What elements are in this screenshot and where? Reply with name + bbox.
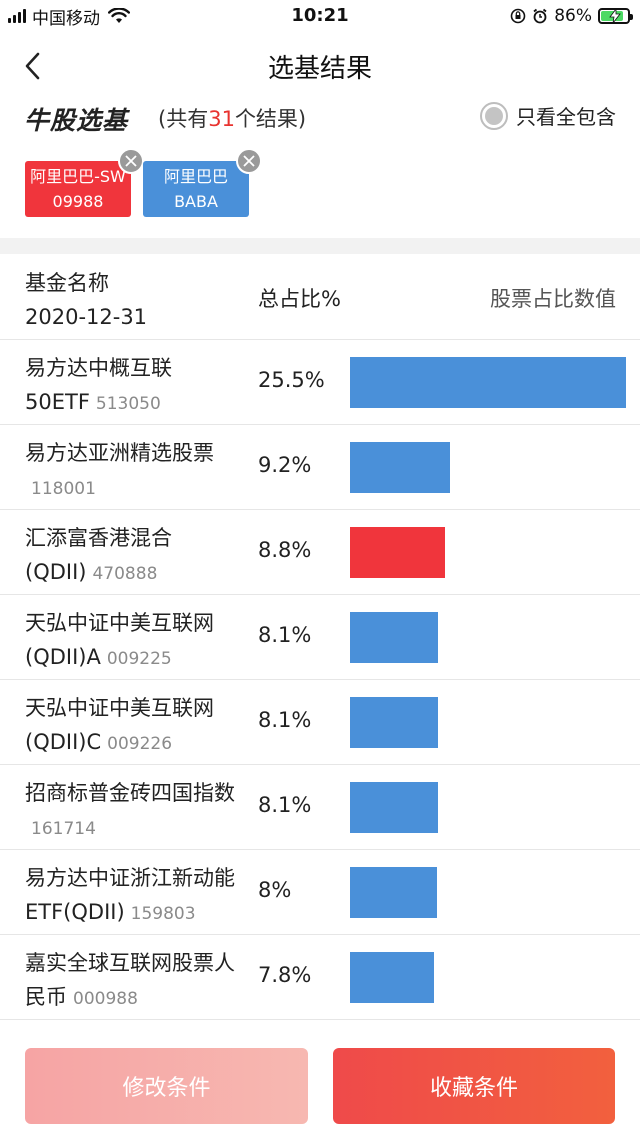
ratio-bar bbox=[350, 952, 434, 1003]
result-number: 31 bbox=[208, 107, 235, 131]
fund-name-text: 天弘中证中美互联网(QDII)C bbox=[25, 696, 214, 754]
fund-code: 009226 bbox=[107, 734, 173, 754]
fund-code: 009225 bbox=[106, 649, 172, 669]
chevron-left-icon[interactable] bbox=[18, 48, 48, 84]
save-conditions-button[interactable]: 收藏条件 bbox=[333, 1048, 615, 1124]
column-fund-name: 基金名称 2020-12-31 bbox=[25, 266, 147, 334]
table-row[interactable]: 易方达中证浙江新动能ETF(QDII) 159803 8% bbox=[0, 850, 640, 935]
table-row[interactable]: 天弘中证中美互联网(QDII)C 009226 8.1% bbox=[0, 680, 640, 765]
section-divider bbox=[0, 238, 640, 254]
edit-conditions-button[interactable]: 修改条件 bbox=[25, 1048, 308, 1124]
table-row[interactable]: 招商标普金砖四国指数 161714 8.1% bbox=[0, 765, 640, 850]
stock-chip-alibaba-hk[interactable]: 阿里巴巴-SW 09988 bbox=[25, 148, 144, 217]
close-icon[interactable] bbox=[236, 148, 262, 174]
fund-name-text: 天弘中证中美互联网(QDII)A bbox=[25, 611, 214, 669]
fund-name: 汇添富香港混合(QDII) 470888 bbox=[25, 521, 245, 591]
column-total-ratio[interactable]: 总占比% bbox=[258, 287, 341, 311]
ratio-bar bbox=[350, 442, 450, 493]
fund-code: 159803 bbox=[130, 904, 196, 924]
stock-chip-alibaba-us[interactable]: 阿里巴巴 BABA bbox=[143, 148, 262, 217]
logo-text: 牛股选基 bbox=[24, 106, 129, 135]
only-all-label: 只看全包含 bbox=[516, 105, 616, 129]
fund-ratio: 8.1% bbox=[258, 623, 312, 647]
alarm-icon bbox=[533, 8, 547, 24]
rotation-lock-icon bbox=[510, 8, 526, 24]
fund-name: 天弘中证中美互联网(QDII)A 009225 bbox=[25, 606, 245, 676]
fund-code: 161714 bbox=[31, 819, 96, 839]
fund-name: 易方达亚洲精选股票 118001 bbox=[25, 436, 245, 506]
fund-name: 嘉实全球互联网股票人民币 000988 bbox=[25, 946, 245, 1016]
battery-icon bbox=[598, 8, 633, 24]
status-bar: 中国移动 10:21 86% bbox=[0, 0, 640, 34]
column-stock-value[interactable]: 股票占比数值 bbox=[490, 287, 616, 311]
fund-ratio: 8.8% bbox=[258, 538, 312, 562]
carrier-name: 中国移动 bbox=[32, 8, 100, 29]
ratio-bar bbox=[350, 612, 438, 663]
fund-code: 513050 bbox=[95, 394, 161, 414]
fund-name-text: 汇添富香港混合(QDII) bbox=[25, 526, 172, 584]
ratio-bar bbox=[350, 867, 437, 918]
fund-ratio: 8.1% bbox=[258, 793, 312, 817]
radio-icon[interactable] bbox=[480, 101, 508, 130]
clock: 10:21 bbox=[291, 5, 349, 26]
battery-percent: 86% bbox=[554, 6, 592, 26]
fund-name: 易方达中概互联50ETF 513050 bbox=[25, 351, 245, 421]
column-name-label: 基金名称 bbox=[25, 271, 109, 295]
status-left: 中国移动 bbox=[8, 6, 130, 29]
chip-code: BABA bbox=[174, 192, 218, 211]
result-suffix: 个结果) bbox=[234, 107, 307, 131]
table-row[interactable]: 易方达亚洲精选股票 118001 9.2% bbox=[0, 425, 640, 510]
table-header: 基金名称 2020-12-31 总占比% 股票占比数值 bbox=[0, 254, 640, 340]
ratio-bar bbox=[350, 357, 626, 408]
close-icon[interactable] bbox=[118, 148, 144, 174]
fund-name-text: 易方达中概互联50ETF bbox=[25, 356, 172, 414]
column-date-label: 2020-12-31 bbox=[25, 305, 148, 329]
chip-code: 09988 bbox=[52, 192, 104, 211]
result-count: (共有31个结果) bbox=[158, 103, 306, 133]
status-right: 86% bbox=[510, 5, 633, 27]
fund-ratio: 7.8% bbox=[258, 963, 312, 987]
fund-name: 易方达中证浙江新动能ETF(QDII) 159803 bbox=[25, 861, 245, 931]
ratio-bar bbox=[350, 782, 438, 833]
fund-ratio: 8.1% bbox=[258, 708, 312, 732]
fund-ratio: 9.2% bbox=[258, 453, 312, 477]
ratio-bar bbox=[350, 527, 445, 578]
filter-header: 牛股选基 (共有31个结果) 只看全包含 bbox=[0, 98, 640, 138]
fund-ratio: 8% bbox=[258, 878, 292, 902]
fund-name-text: 嘉实全球互联网股票人民币 bbox=[25, 951, 235, 1009]
wifi-icon bbox=[108, 8, 130, 23]
chip-name: 阿里巴巴 bbox=[163, 167, 228, 186]
fund-name: 招商标普金砖四国指数 161714 bbox=[25, 776, 245, 846]
fund-name-text: 易方达中证浙江新动能ETF(QDII) bbox=[25, 866, 235, 924]
fund-code: 000988 bbox=[73, 989, 138, 1009]
nav-bar: 选基结果 bbox=[0, 34, 640, 98]
table-row[interactable]: 天弘中证中美互联网(QDII)A 009225 8.1% bbox=[0, 595, 640, 680]
page-title: 选基结果 bbox=[267, 54, 372, 84]
logo: 牛股选基 bbox=[24, 101, 128, 137]
table-row[interactable]: 嘉实全球互联网股票人民币 000988 7.8% bbox=[0, 935, 640, 1020]
fund-name-text: 招商标普金砖四国指数 bbox=[25, 781, 235, 805]
signal-icon bbox=[8, 9, 26, 23]
fund-code: 118001 bbox=[31, 479, 96, 499]
table-row[interactable]: 易方达中概互联50ETF 513050 25.5% bbox=[0, 340, 640, 425]
fund-ratio: 25.5% bbox=[258, 368, 325, 392]
chip-name: 阿里巴巴-SW bbox=[30, 167, 126, 186]
table-row[interactable]: 汇添富香港混合(QDII) 470888 8.8% bbox=[0, 510, 640, 595]
result-prefix: (共有 bbox=[158, 107, 209, 131]
fund-name-text: 易方达亚洲精选股票 bbox=[25, 441, 214, 465]
fund-code: 470888 bbox=[92, 564, 158, 584]
only-all-toggle[interactable]: 只看全包含 bbox=[480, 101, 616, 130]
bottom-action-bar: 修改条件 收藏条件 bbox=[0, 1026, 640, 1138]
ratio-bar bbox=[350, 697, 438, 748]
fund-name: 天弘中证中美互联网(QDII)C 009226 bbox=[25, 691, 245, 761]
